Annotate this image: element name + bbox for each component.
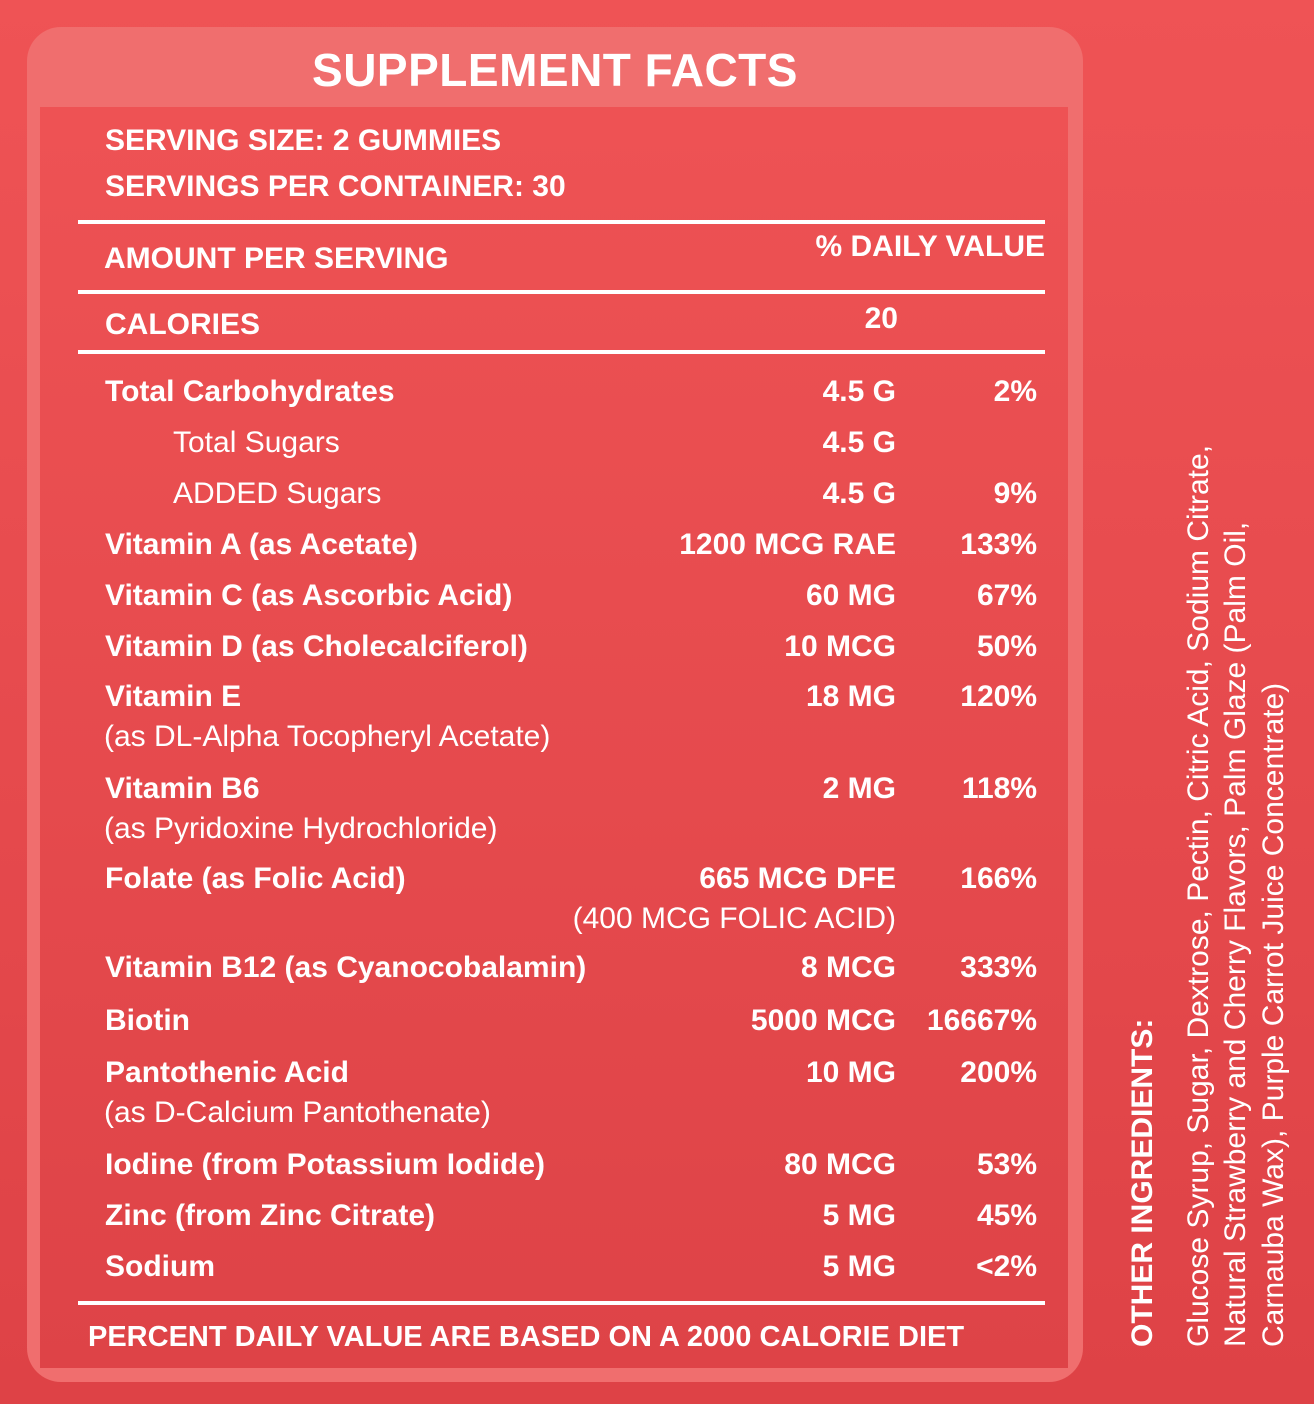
nutrient-row: Vitamin B6 2 MG 118% (as Pyridoxine Hydro…	[0, 772, 1314, 845]
nutrient-source: (as D-Calcium Pantothenate)	[104, 1096, 491, 1129]
nutrient-amount: 5000 MCG	[750, 1004, 896, 1037]
nutrient-amount: 1200 MCG RAE	[679, 528, 896, 561]
nutrient-amount: 80 MCG	[784, 1148, 896, 1181]
nutrient-row: Vitamin D (as Cholecalciferol) 10 MCG 50…	[0, 630, 1314, 666]
nutrient-name: Vitamin C (as Ascorbic Acid)	[105, 579, 513, 612]
nutrient-daily-value: 16667%	[926, 1004, 1037, 1037]
nutrient-amount: 665 MCG DFE	[699, 862, 896, 895]
nutrient-amount-detail: (400 MCG FOLIC ACID)	[572, 902, 896, 935]
nutrient-source: (as Pyridoxine Hydrochloride)	[104, 812, 498, 845]
nutrient-row: Iodine (from Potassium Iodide) 80 MCG 53…	[0, 1148, 1314, 1184]
nutrient-daily-value: 166%	[960, 862, 1037, 895]
calories-value: 20	[864, 302, 898, 335]
nutrient-name: Pantothenic Acid	[105, 1056, 349, 1089]
amount-per-serving-header: AMOUNT PER SERVING	[104, 242, 449, 275]
footnote: PERCENT DAILY VALUE ARE BASED ON A 2000 …	[88, 1321, 965, 1353]
nutrient-daily-value: 9%	[993, 477, 1037, 510]
divider	[78, 350, 1045, 354]
nutrient-amount: 8 MCG	[800, 951, 896, 984]
nutrient-name: Sodium	[105, 1250, 215, 1283]
nutrient-name: Iodine (from Potassium Iodide)	[105, 1148, 546, 1181]
nutrient-name: Biotin	[105, 1004, 190, 1037]
nutrient-daily-value: 133%	[960, 528, 1037, 561]
ingredients-line: Glucose Syrup, Sugar, Dextrose, Pectin, …	[1181, 444, 1215, 1347]
nutrient-row: Total Carbohydrates 4.5 G 2%	[0, 375, 1314, 411]
nutrient-name: Vitamin B12 (as Cyanocobalamin)	[105, 951, 587, 984]
nutrient-amount: 10 MG	[805, 1056, 896, 1089]
supplement-facts-panel: SUPPLEMENT FACTS	[27, 27, 1083, 1382]
nutrient-daily-value: 333%	[960, 951, 1037, 984]
nutrient-name: Folate (as Folic Acid)	[105, 862, 406, 895]
nutrient-row: Biotin 5000 MCG 16667%	[0, 1004, 1314, 1040]
nutrient-name: ADDED Sugars	[173, 477, 382, 510]
nutrient-name: Total Carbohydrates	[105, 375, 395, 408]
nutrient-name: Vitamin B6	[105, 772, 260, 805]
nutrient-name: Vitamin E	[105, 680, 242, 713]
nutrient-amount: 2 MG	[822, 772, 896, 805]
nutrient-amount: 5 MG	[822, 1199, 896, 1232]
nutrient-row: Total Sugars 4.5 G	[0, 426, 1314, 462]
nutrient-row: Folate (as Folic Acid) 665 MCG DFE 166% (…	[0, 862, 1314, 935]
other-ingredients-label: OTHER INGREDIENTS:	[1126, 1018, 1159, 1347]
nutrient-daily-value: 2%	[993, 375, 1037, 408]
panel-title: SUPPLEMENT FACTS	[312, 44, 798, 96]
nutrient-daily-value: 120%	[960, 680, 1037, 713]
nutrient-amount: 10 MCG	[784, 630, 896, 663]
nutrient-daily-value: 200%	[960, 1056, 1037, 1089]
nutrient-row: Zinc (from Zinc Citrate) 5 MG 45%	[0, 1199, 1314, 1235]
other-ingredients: OTHER INGREDIENTS: Glucose Syrup, Sugar,…	[1124, 267, 1292, 1347]
nutrient-row: Vitamin E 18 MG 120% (as DL-Alpha Tocophe…	[0, 680, 1314, 753]
servings-per-container: SERVINGS PER CONTAINER: 30	[105, 170, 566, 203]
ingredients-line: Natural Strawberry and Cherry Flavors, P…	[1219, 521, 1252, 1347]
nutrient-name: Vitamin D (as Cholecalciferol)	[105, 630, 528, 663]
nutrient-amount: 18 MG	[805, 680, 896, 713]
nutrient-source: (as DL-Alpha Tocopheryl Acetate)	[104, 720, 551, 753]
nutrient-daily-value: 67%	[976, 579, 1037, 612]
serving-size: SERVING SIZE: 2 GUMMIES	[105, 124, 502, 157]
nutrient-daily-value: 118%	[961, 772, 1037, 805]
nutrient-name: Vitamin A (as Acetate)	[105, 528, 418, 561]
nutrient-daily-value: 50%	[976, 630, 1037, 663]
nutrient-row: Vitamin A (as Acetate) 1200 MCG RAE 133%	[0, 528, 1314, 564]
calories-label: CALORIES	[105, 308, 261, 341]
nutrient-daily-value: 53%	[976, 1148, 1037, 1181]
facts-body	[40, 107, 1068, 1368]
nutrient-amount: 5 MG	[822, 1250, 896, 1283]
nutrient-name: Zinc (from Zinc Citrate)	[105, 1199, 436, 1232]
divider	[78, 1301, 1045, 1305]
divider	[78, 220, 1045, 224]
nutrient-row: Pantothenic Acid 10 MG 200% (as D-Calcium…	[0, 1056, 1314, 1129]
nutrient-row: Vitamin C (as Ascorbic Acid) 60 MG 67%	[0, 579, 1314, 615]
nutrient-row: Vitamin B12 (as Cyanocobalamin) 8 MCG 33…	[0, 951, 1314, 987]
nutrient-name: Total Sugars	[173, 426, 340, 459]
nutrient-row: ADDED Sugars 4.5 G 9%	[0, 477, 1314, 513]
nutrient-amount: 4.5 G	[822, 426, 896, 459]
nutrient-amount: 60 MG	[805, 579, 896, 612]
divider	[78, 290, 1045, 294]
nutrient-row: Sodium 5 MG <2%	[0, 1250, 1314, 1286]
nutrient-amount: 4.5 G	[822, 477, 896, 510]
nutrient-daily-value: <2%	[976, 1250, 1037, 1283]
ingredients-line: Carnauba Wax), Purple Carrot Juice Conce…	[1256, 682, 1290, 1347]
nutrient-amount: 4.5 G	[822, 375, 896, 408]
daily-value-header: % DAILY VALUE	[815, 230, 1046, 263]
nutrient-daily-value: 45%	[976, 1199, 1037, 1232]
